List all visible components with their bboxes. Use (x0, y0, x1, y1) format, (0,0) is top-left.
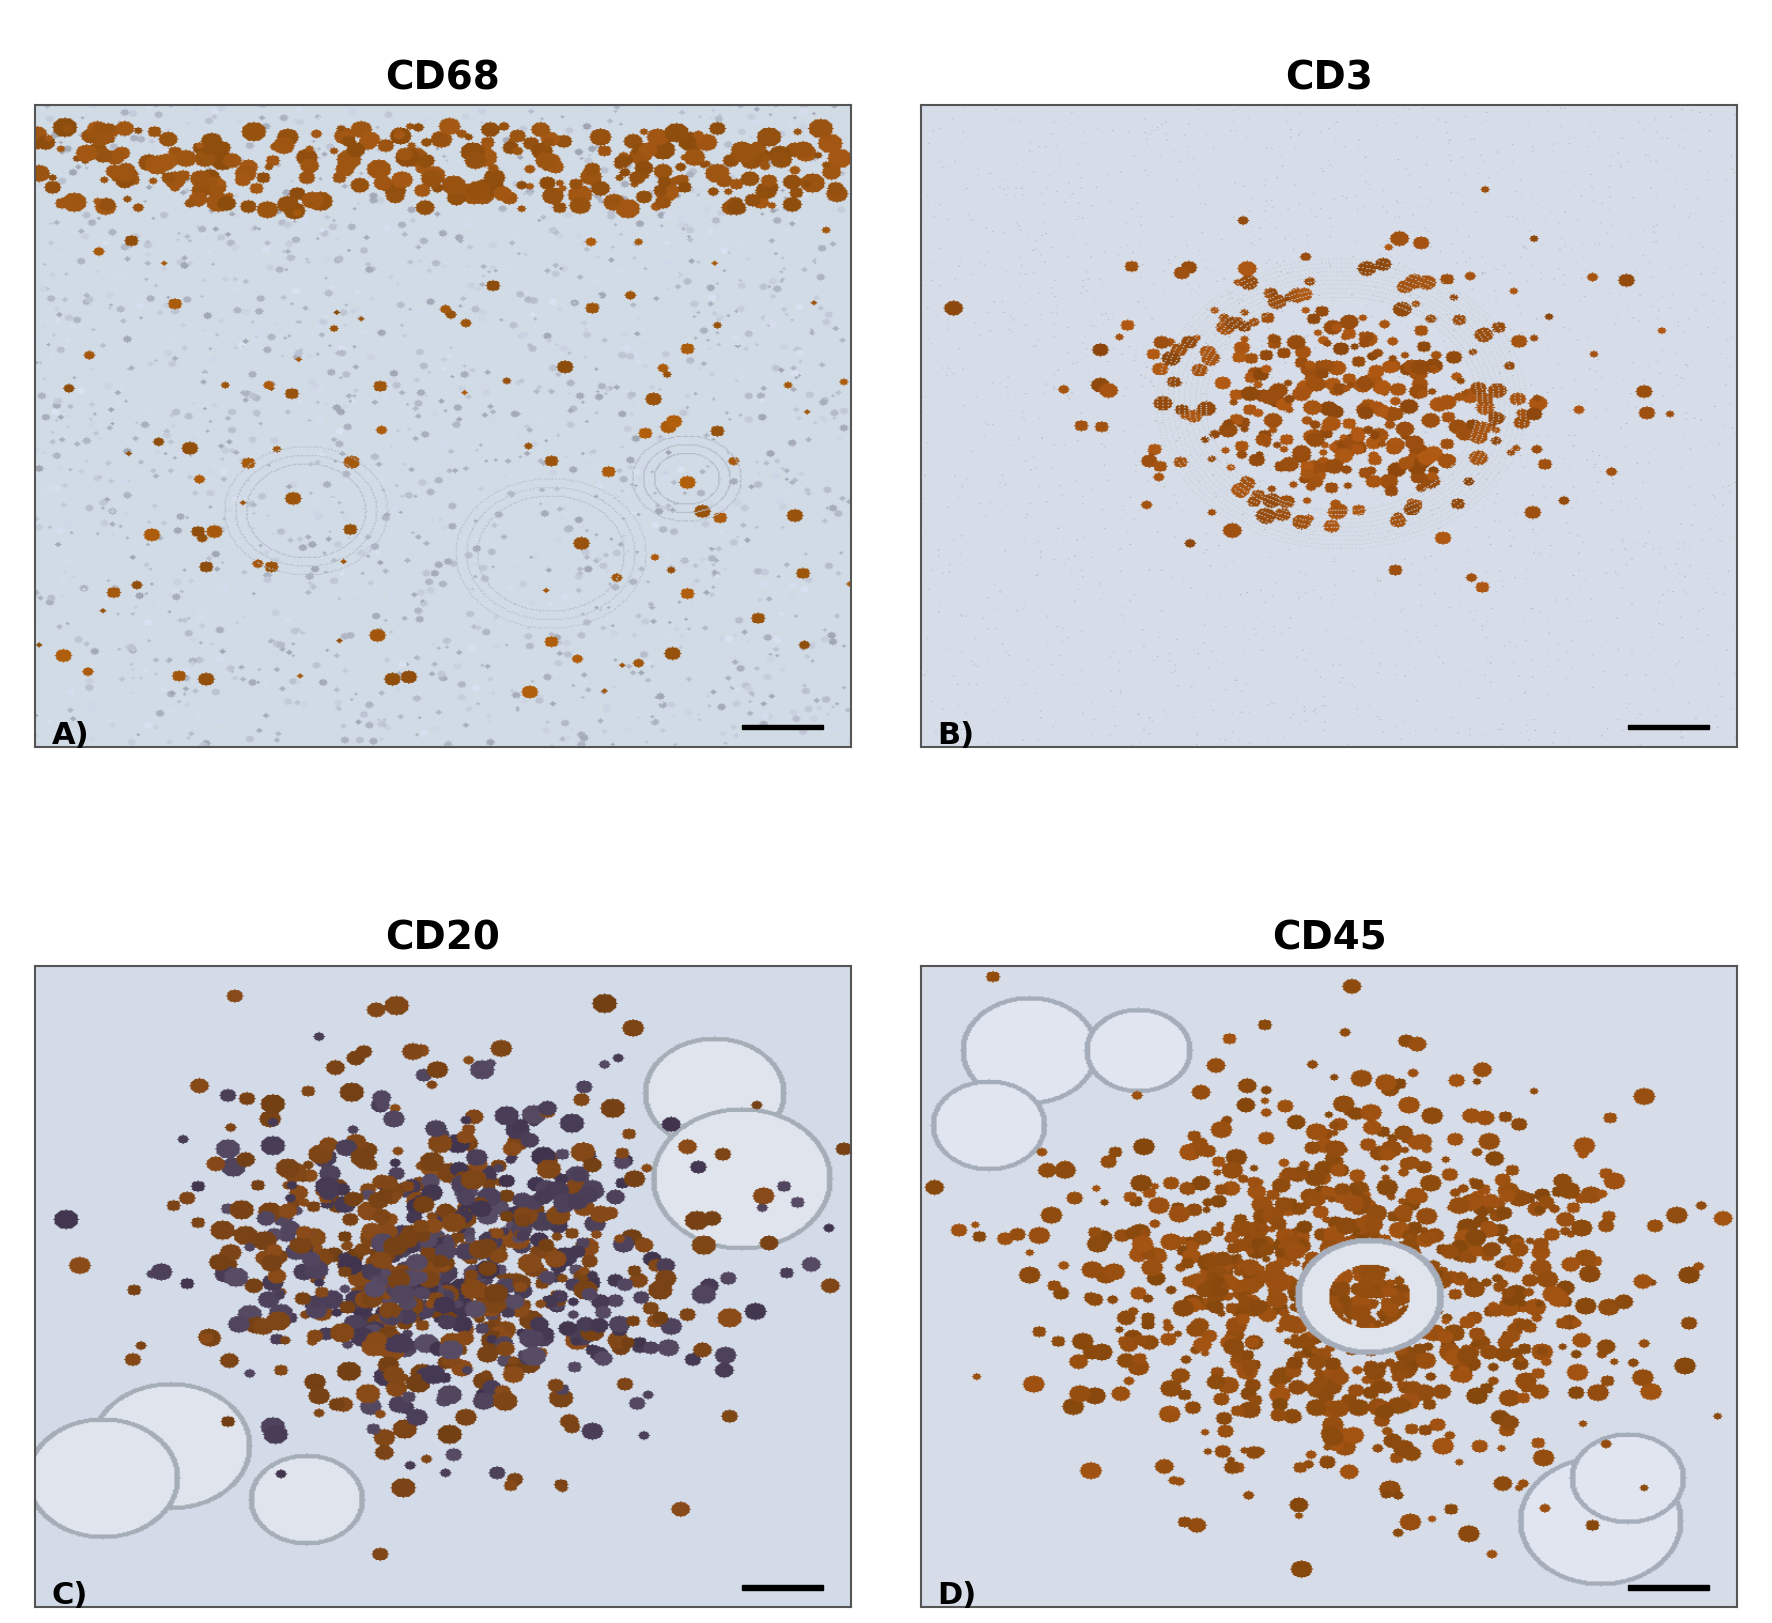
Text: CD68: CD68 (386, 60, 500, 97)
Bar (742, 725, 824, 729)
Text: A): A) (51, 721, 89, 750)
Bar (1628, 1586, 1710, 1589)
Text: CD3: CD3 (1285, 60, 1373, 97)
Text: C): C) (51, 1581, 89, 1610)
Bar (1628, 725, 1710, 729)
Text: CD20: CD20 (386, 920, 500, 958)
Text: D): D) (937, 1581, 976, 1610)
Bar (742, 1586, 824, 1589)
Text: B): B) (937, 721, 975, 750)
Text: CD45: CD45 (1272, 920, 1386, 958)
